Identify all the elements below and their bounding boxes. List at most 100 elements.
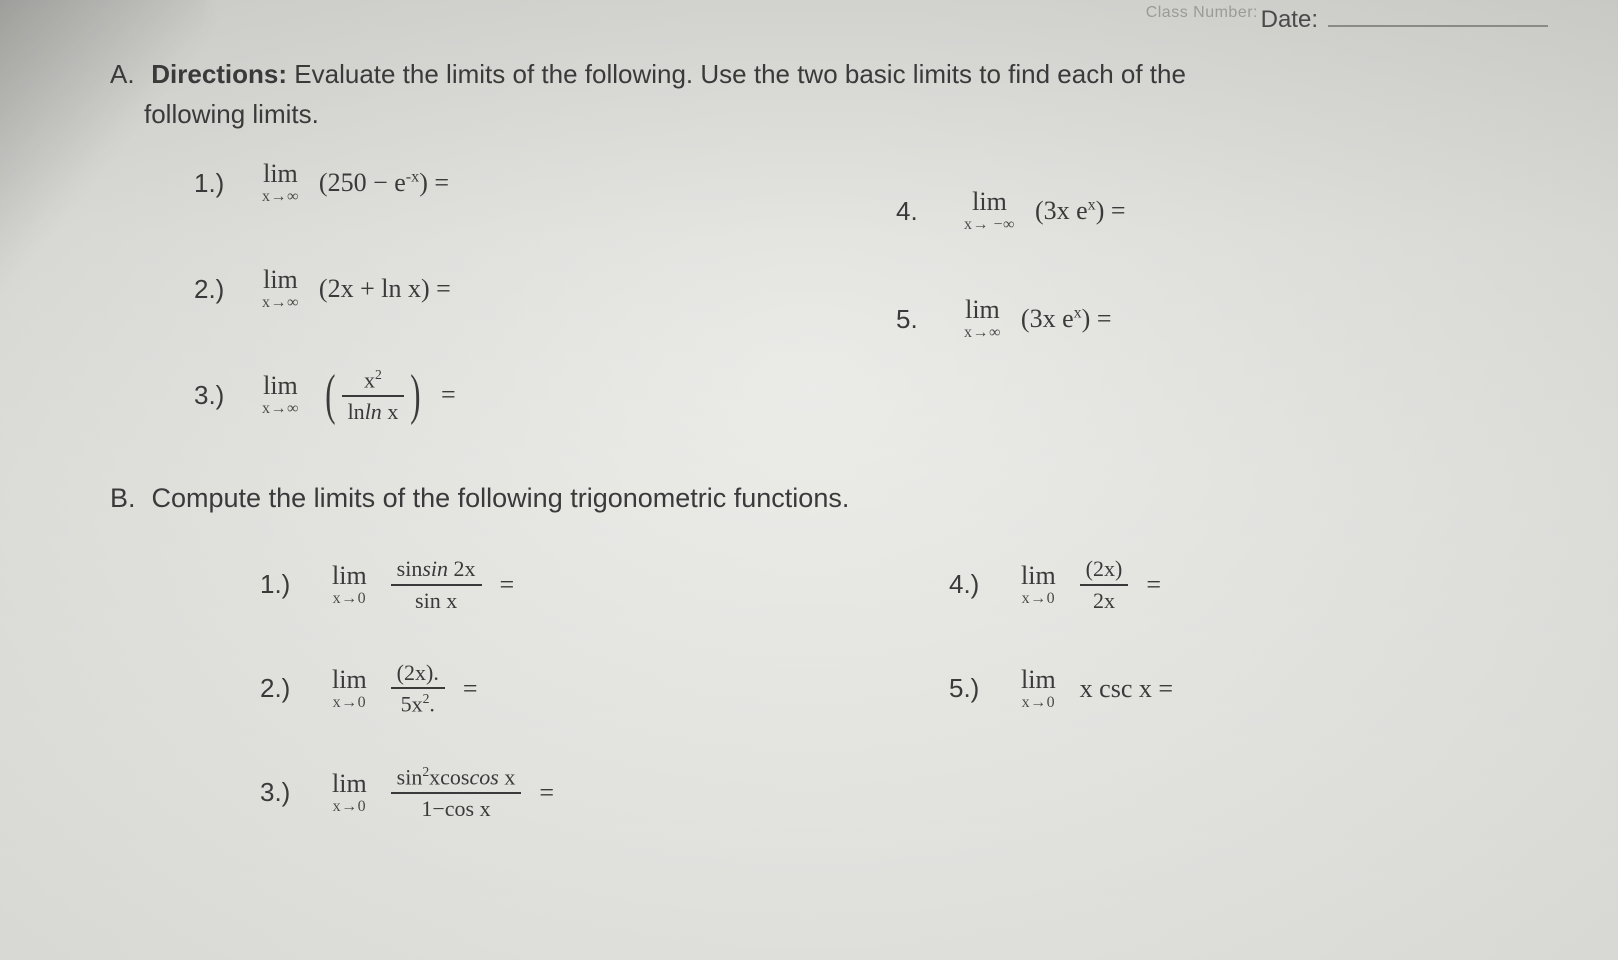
b1-frac-bar [391,584,482,586]
a-item-5: 5. lim x→∞ (3x ex) = [896,291,1558,347]
a5-lim-top: lim [965,297,1000,323]
b2-lim-top: lim [332,667,367,693]
a3-frac-num: x2 [358,368,388,391]
section-b-letter: B. [110,479,144,518]
b4-tail: = [1146,570,1161,600]
b-item-2: 2.) lim x→0 (2x). 5x2. = [260,659,869,719]
b2-lim-bot: x→0 [333,695,367,711]
b1-frac-den: sin x [409,589,463,612]
a3-limit: lim x→∞ [262,373,299,417]
a1-limit: lim x→∞ [262,161,299,205]
a3-frac-bar [342,395,405,397]
a5-limit: lim x→∞ [964,297,1001,341]
a4-expression: (3x ex) = [1035,196,1126,226]
a4-limit: lim x→ −∞ [964,189,1015,233]
b2-number: 2.) [260,673,314,704]
a-item-2: 2.) lim x→∞ (2x + ln x) = [194,261,856,317]
a5-expression: (3x ex) = [1021,304,1112,334]
class-number-ghost: Class Number: [1146,4,1258,22]
a3-paren: ( x2 lnln x ) [319,368,427,423]
a4-number: 4. [896,196,950,227]
b5-lim-top: lim [1021,667,1056,693]
b-item-5: 5.) lim x→0 x csc x = [949,659,1558,719]
section-a-problems: 1.) lim x→∞ (250 − e-x) = 2.) lim x→∞ (2… [110,155,1558,423]
b4-frac-bar [1080,584,1129,586]
a-item-4: 4. lim x→ −∞ (3x ex) = [896,183,1558,239]
b5-number: 5.) [949,673,1003,704]
b2-frac-den: 5x2. [395,692,441,715]
a4-lim-top: lim [972,189,1007,215]
b3-lim-top: lim [332,771,367,797]
a3-frac-den: lnln x [342,400,405,423]
section-b-heading: B. Compute the limits of the following t… [110,479,1558,518]
b2-fraction: (2x). 5x2. [391,661,445,716]
a5-lim-bot: x→∞ [964,325,1001,341]
a5-number: 5. [896,304,950,335]
b4-fraction: (2x) 2x [1080,557,1129,611]
section-a-letter: A. [110,56,144,94]
directions-line2: following limits. [110,96,1558,134]
b4-frac-num: (2x) [1080,557,1129,580]
a-item-3: 3.) lim x→∞ ( x2 lnln x ) = [194,367,856,423]
a2-lim-top: lim [263,267,298,293]
a4-lim-bot: x→ −∞ [964,217,1015,233]
a3-fraction: x2 lnln x [342,368,405,423]
section-b: B. Compute the limits of the following t… [110,479,1558,822]
date-blank-line [1328,25,1548,27]
a3-paren-right: ) [409,373,421,418]
a3-tail: = [441,380,456,410]
b1-tail: = [500,570,515,600]
b5-expression: x csc x = [1080,674,1173,704]
section-b-text: Compute the limits of the following trig… [152,483,850,513]
b4-limit: lim x→0 [1021,563,1056,607]
b2-limit: lim x→0 [332,667,367,711]
section-a-left-col: 1.) lim x→∞ (250 − e-x) = 2.) lim x→∞ (2… [194,155,856,423]
b3-limit: lim x→0 [332,771,367,815]
a1-lim-top: lim [263,161,298,187]
a3-number: 3.) [194,380,248,411]
b4-lim-bot: x→0 [1022,591,1056,607]
b2-frac-num: (2x). [391,661,445,684]
b5-limit: lim x→0 [1021,667,1056,711]
b2-frac-bar [391,687,445,689]
a1-expression: (250 − e-x) = [319,168,449,198]
b4-frac-den: 2x [1087,589,1121,612]
b1-frac-num: sinsin 2x [391,557,482,580]
b-item-3: 3.) lim x→0 sin2xcoscos x 1−cos x = [260,763,869,823]
b3-frac-den: 1−cos x [415,797,496,820]
b3-fraction: sin2xcoscos x 1−cos x [391,765,522,820]
b5-lim-bot: x→0 [1022,695,1056,711]
section-b-problems: 1.) lim x→0 sinsin 2x sin x = 4.) lim x→… [110,555,1558,823]
a-item-1: 1.) lim x→∞ (250 − e-x) = [194,155,856,211]
a2-expression: (2x + ln x) = [319,274,451,304]
date-label: Date: [1261,6,1318,34]
b3-number: 3.) [260,777,314,808]
a1-number: 1.) [194,168,248,199]
a2-limit: lim x→∞ [262,267,299,311]
directions-bold: Directions: [151,59,287,89]
b4-lim-top: lim [1021,563,1056,589]
b3-lim-bot: x→0 [333,799,367,815]
worksheet-content: Class Number: Date: A. Directions: Evalu… [110,6,1558,823]
a1-lim-bot: x→∞ [262,189,299,205]
b1-limit: lim x→0 [332,563,367,607]
section-a-heading: A. Directions: Evaluate the limits of th… [110,56,1558,133]
a3-paren-left: ( [324,373,336,418]
date-row: Date: [110,6,1558,34]
a3-lim-top: lim [263,373,298,399]
b1-number: 1.) [260,569,314,600]
b1-lim-bot: x→0 [333,591,367,607]
a2-number: 2.) [194,274,248,305]
section-a: A. Directions: Evaluate the limits of th… [110,56,1558,423]
directions-line1: Evaluate the limits of the following. Us… [294,59,1186,89]
b-item-4: 4.) lim x→0 (2x) 2x = [949,555,1558,615]
section-a-right-col: 4. lim x→ −∞ (3x ex) = 5. lim x→∞ (3x ex… [896,155,1558,423]
a3-lim-bot: x→∞ [262,401,299,417]
b1-lim-top: lim [332,563,367,589]
b4-number: 4.) [949,569,1003,600]
b3-frac-bar [391,792,522,794]
a2-lim-bot: x→∞ [262,295,299,311]
b1-fraction: sinsin 2x sin x [391,557,482,611]
b3-tail: = [539,778,554,808]
b2-tail: = [463,674,478,704]
